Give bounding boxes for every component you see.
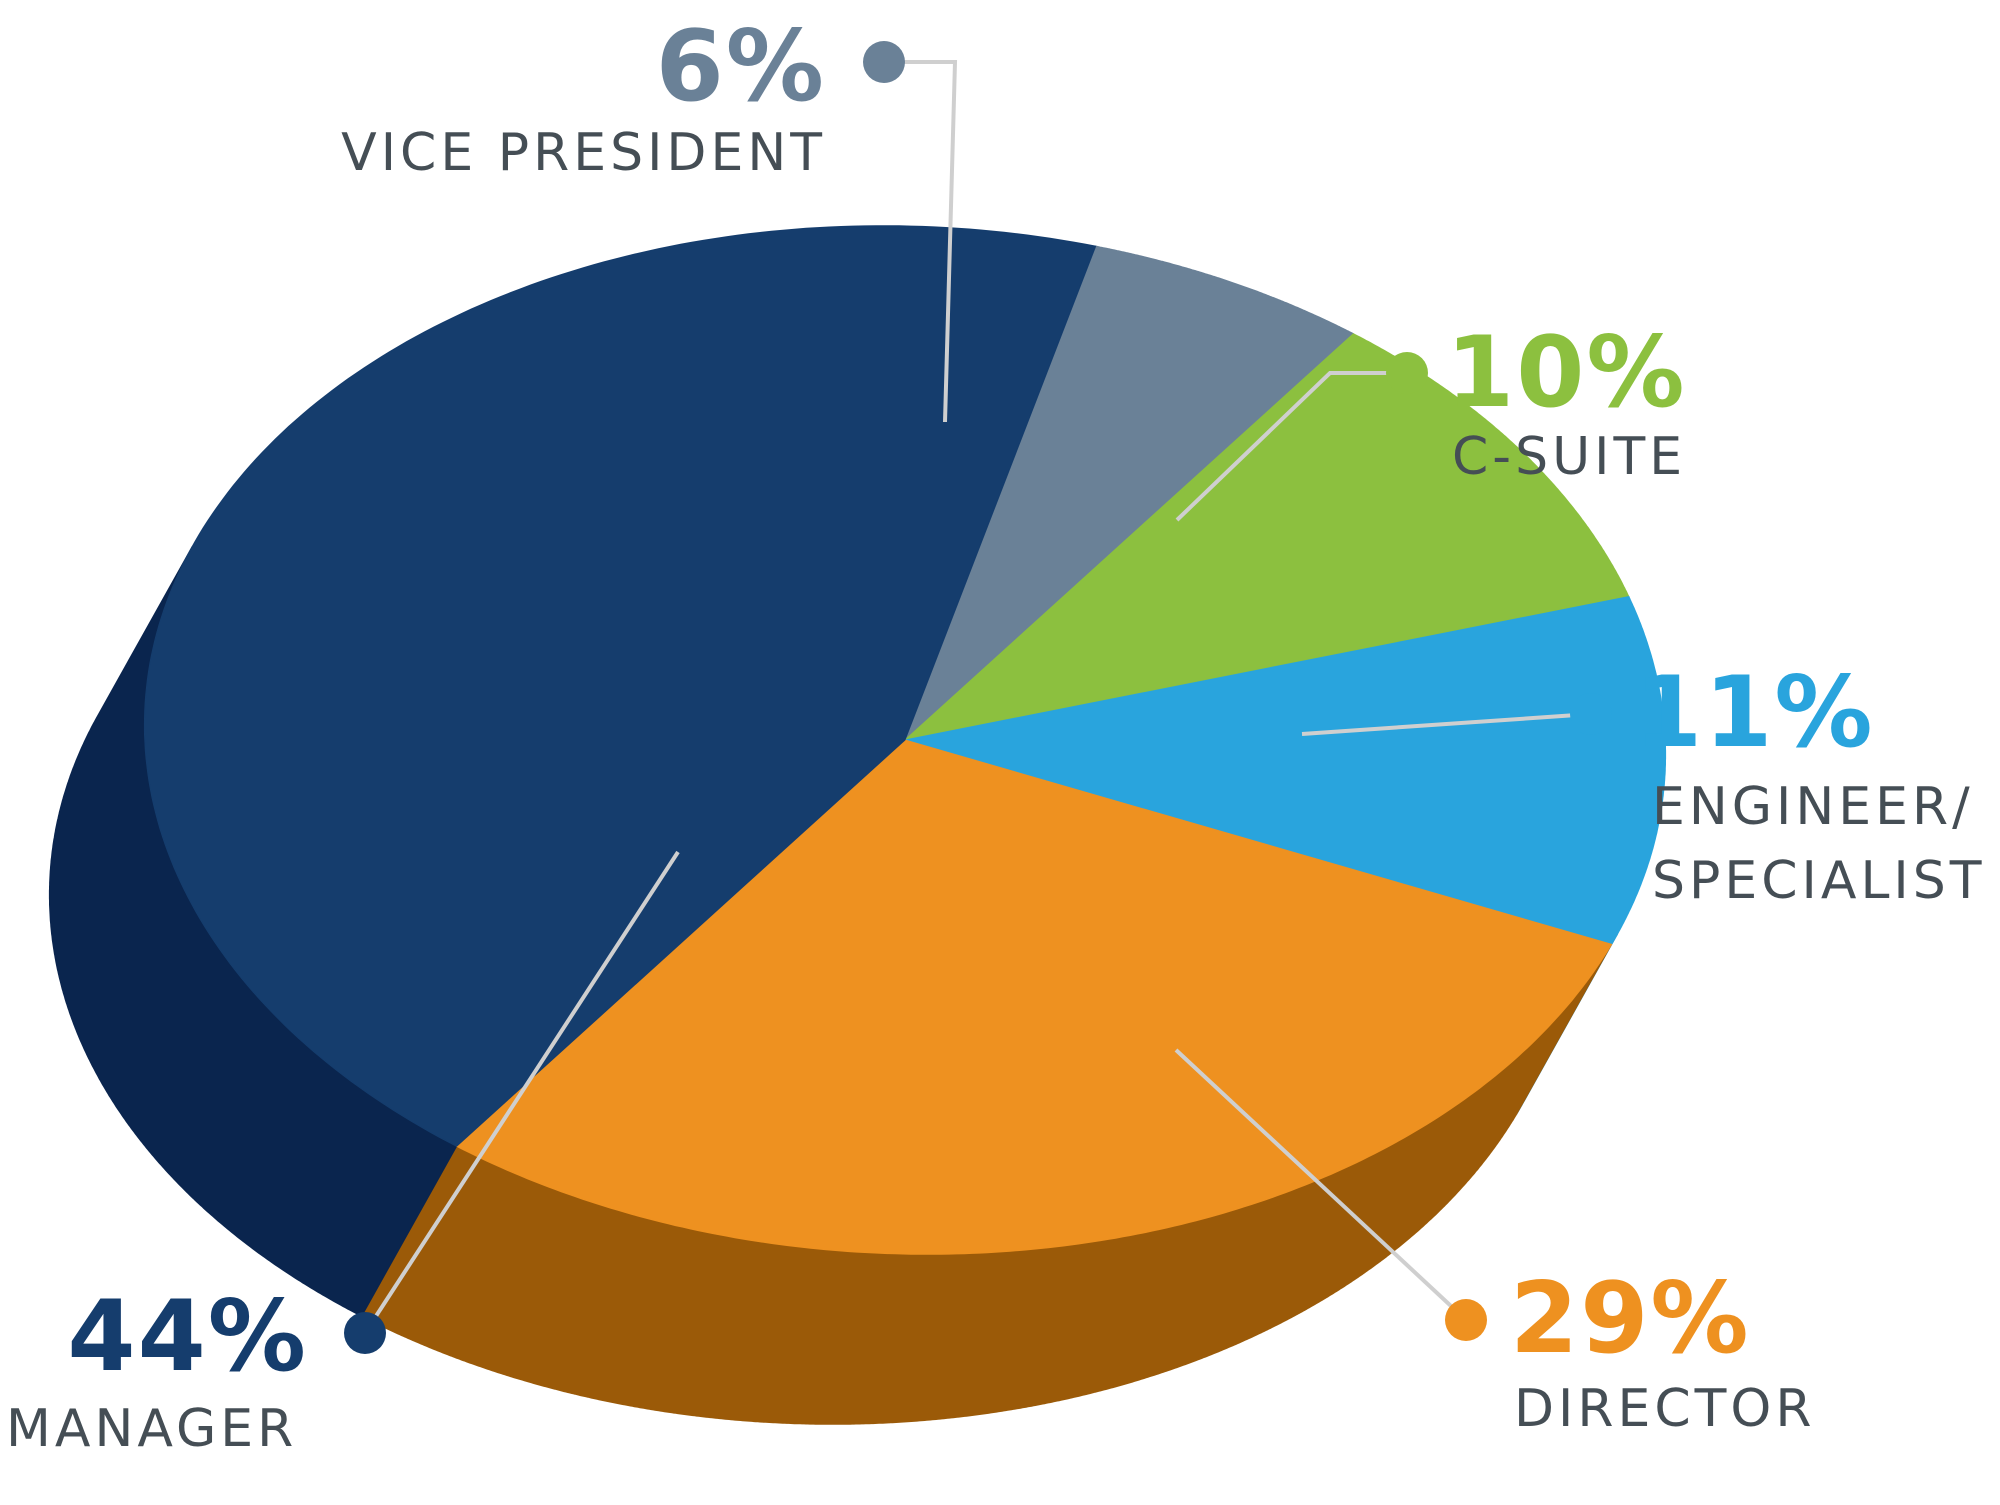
- callout-dot-vice-president: [863, 41, 905, 83]
- value-label-c-suite: 10%: [1446, 316, 1687, 430]
- callout-dot-c-suite: [1386, 352, 1428, 394]
- leader-line-director: [1174, 1048, 1468, 1322]
- category-label-director: DIRECTOR: [1514, 1379, 1816, 1439]
- value-label-vice-president: 6%: [656, 10, 826, 124]
- value-label-manager: 44%: [67, 1280, 308, 1394]
- callout-dot-manager: [344, 1312, 386, 1354]
- leader-line-c-suite: [1175, 371, 1407, 522]
- slice-engineer-specialist: [904, 596, 1667, 945]
- leader-line-engineer-specialist: [1301, 712, 1592, 736]
- value-label-engineer-specialist: 11%: [1634, 656, 1875, 770]
- leader-line-manager: [363, 850, 680, 1335]
- slice-director: [455, 739, 1613, 1255]
- callout-dot-engineer-specialist: [1570, 693, 1612, 735]
- category-label-engineer-specialist-line-2: SPECIALIST: [1652, 851, 1986, 911]
- slice-vice-president: [904, 245, 1355, 741]
- leader-lines: [363, 60, 1592, 1335]
- pie-top-layer: [143, 225, 1667, 1255]
- value-label-director: 29%: [1510, 1262, 1751, 1376]
- category-label-manager: MANAGER: [6, 1399, 297, 1459]
- category-label-engineer-specialist-line-1: ENGINEER/: [1652, 777, 1974, 837]
- callout-dot-director: [1445, 1299, 1487, 1341]
- slice-manager: [143, 225, 1097, 1147]
- category-label-vice-president: VICE PRESIDENT: [341, 123, 826, 183]
- callout-labels: 6%VICE PRESIDENT 10%C-SUITE 11% ENGINEER/SP…: [6, 10, 1986, 1459]
- category-label-c-suite: C-SUITE: [1452, 427, 1686, 487]
- leader-line-vice-president: [884, 60, 958, 423]
